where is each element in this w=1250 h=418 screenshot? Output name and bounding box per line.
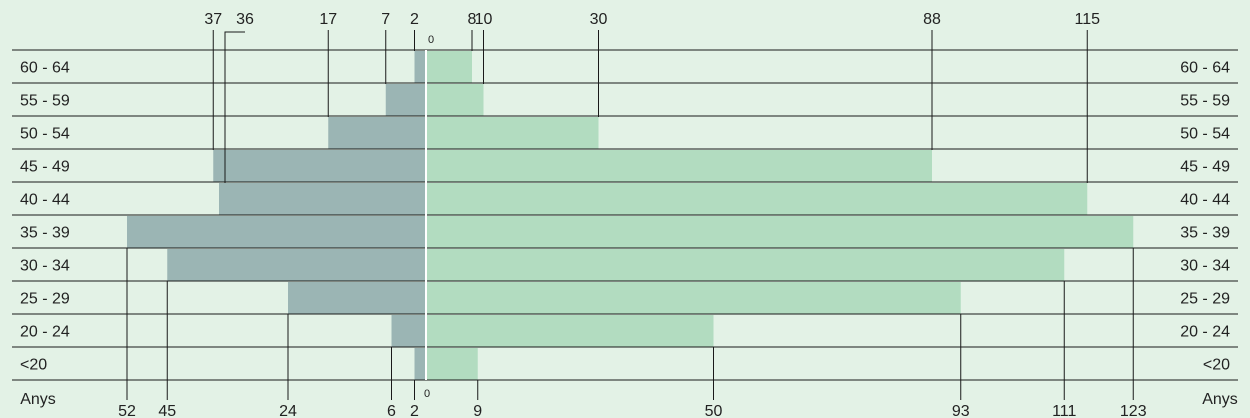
value-label-left-3: 37 (204, 11, 222, 28)
value-label-left-0: 2 (410, 11, 419, 28)
bar-left-9 (414, 348, 426, 380)
bar-right-3 (426, 150, 932, 182)
zero-label-bottom: 0 (424, 388, 430, 400)
value-label-left-6: 45 (158, 403, 176, 418)
age-label-left-8: 20 - 24 (20, 324, 70, 341)
age-label-left-5: 35 - 39 (20, 225, 70, 242)
bar-left-6 (167, 249, 426, 281)
value-label-right-6: 111 (1052, 403, 1076, 418)
bar-right-4 (426, 183, 1088, 215)
value-label-right-2: 30 (590, 11, 608, 28)
value-label-right-0: 8 (468, 11, 477, 28)
labels-layer: Anys Anys 0 0 60 - 64 60 - 64 55 - 59 55 - … (20, 11, 1238, 418)
value-label-left-9: 2 (410, 403, 419, 418)
bar-left-7 (288, 282, 426, 314)
bar-left-1 (385, 84, 426, 116)
bar-right-8 (426, 315, 714, 347)
bar-right-5 (426, 216, 1134, 248)
age-label-right-4: 40 - 44 (1180, 192, 1230, 209)
y-axis-label-right: Anys (1202, 391, 1238, 408)
age-label-right-3: 45 - 49 (1180, 159, 1230, 176)
value-label-right-8: 50 (705, 403, 723, 418)
age-label-right-0: 60 - 64 (1180, 60, 1230, 77)
value-label-right-7: 93 (952, 403, 970, 418)
bar-left-4 (219, 183, 426, 215)
bar-right-1 (426, 84, 484, 116)
value-label-right-9: 9 (473, 403, 482, 418)
value-label-right-5: 123 (1120, 403, 1147, 418)
bar-right-7 (426, 282, 961, 314)
bar-left-5 (127, 216, 426, 248)
age-label-right-9: <20 (1203, 357, 1230, 374)
bar-left-0 (414, 51, 426, 83)
age-label-right-8: 20 - 24 (1180, 324, 1230, 341)
bar-right-9 (426, 348, 478, 380)
age-label-left-9: <20 (20, 357, 47, 374)
age-label-right-5: 35 - 39 (1180, 225, 1230, 242)
value-label-left-7: 24 (279, 403, 297, 418)
bar-left-8 (391, 315, 426, 347)
lines-layer (12, 30, 1238, 400)
value-label-right-3: 88 (923, 11, 941, 28)
bar-left-3 (213, 150, 426, 182)
age-label-left-2: 50 - 54 (20, 126, 70, 143)
zero-label-top: 0 (428, 34, 434, 46)
value-label-left-1: 7 (381, 11, 390, 28)
value-label-left-5: 52 (118, 403, 136, 418)
bar-right-6 (426, 249, 1065, 281)
value-label-left-8: 6 (387, 403, 396, 418)
age-label-left-6: 30 - 34 (20, 258, 70, 275)
age-label-right-6: 30 - 34 (1180, 258, 1230, 275)
bars-layer (127, 51, 1134, 380)
bar-right-0 (426, 51, 472, 83)
value-label-right-4: 115 (1074, 11, 1100, 28)
age-label-right-1: 55 - 59 (1180, 93, 1230, 110)
age-label-left-7: 25 - 29 (20, 291, 70, 308)
age-label-right-7: 25 - 29 (1180, 291, 1230, 308)
value-label-right-1: 10 (475, 11, 493, 28)
age-label-left-0: 60 - 64 (20, 60, 70, 77)
age-label-left-3: 45 - 49 (20, 159, 70, 176)
y-axis-label-left: Anys (20, 391, 56, 408)
value-label-left-4: 36 (236, 11, 254, 28)
bar-right-2 (426, 117, 599, 149)
age-label-left-4: 40 - 44 (20, 192, 70, 209)
bar-left-2 (328, 117, 426, 149)
value-label-left-2: 17 (319, 11, 337, 28)
value-leader-elbow-left-4 (224, 31, 245, 183)
age-label-left-1: 55 - 59 (20, 93, 70, 110)
age-label-right-2: 50 - 54 (1180, 126, 1230, 143)
